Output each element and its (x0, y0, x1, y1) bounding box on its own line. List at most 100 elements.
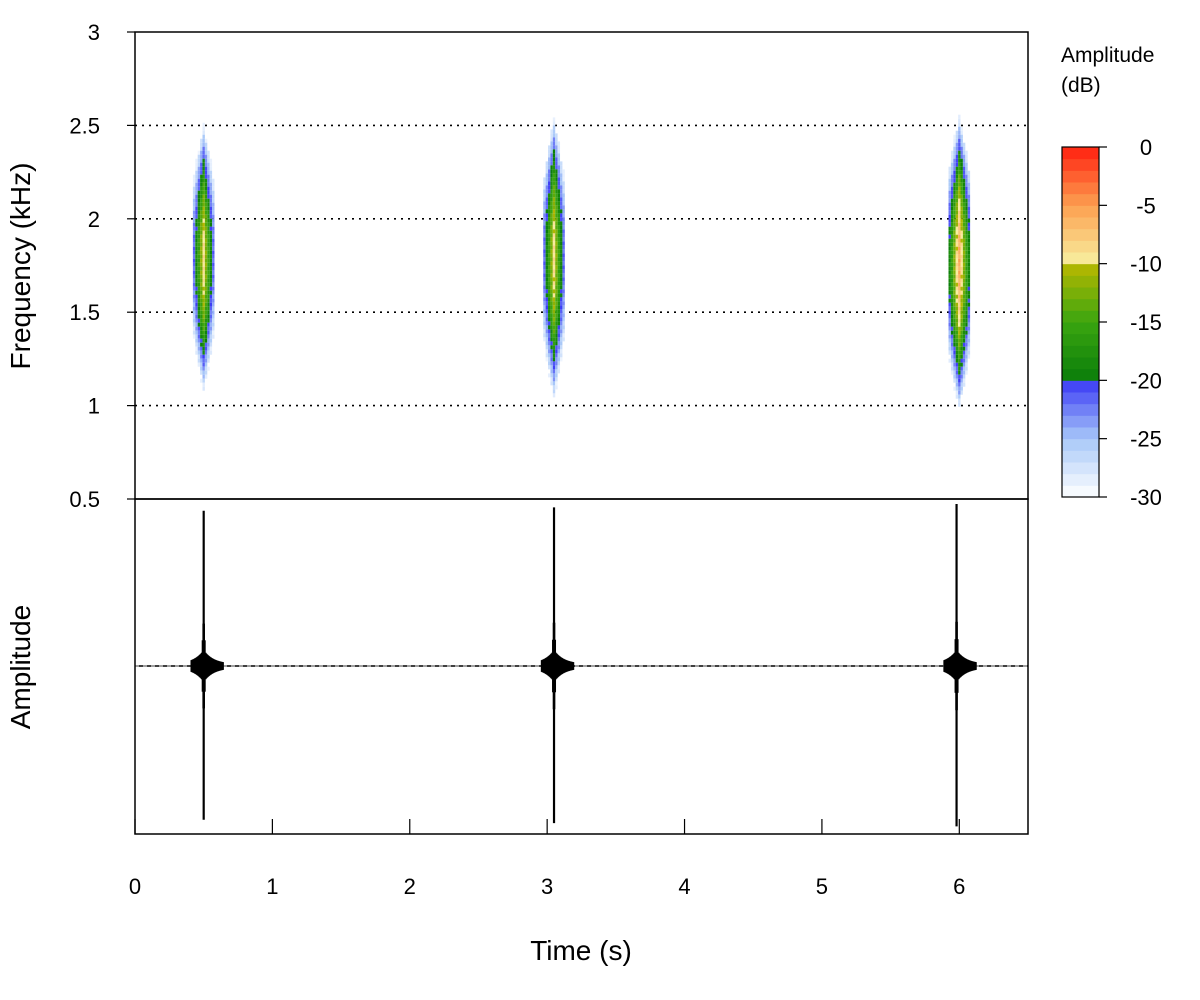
spectrogram-cell (192, 238, 196, 243)
spectrogram-cell (548, 293, 551, 298)
spectrogram-cell (200, 246, 203, 251)
spectrogram-cell (550, 193, 553, 198)
spectrogram-cell (204, 278, 208, 283)
spectrogram-cell (965, 178, 968, 183)
spectrogram-cell (202, 166, 205, 171)
spectrogram-cell (192, 294, 196, 299)
spectrogram-cell (202, 258, 205, 263)
spectrogram-cell (552, 253, 556, 258)
spectrogram-cell (550, 337, 553, 342)
spectrogram-cell (948, 294, 951, 299)
colorbar-ticks: 0-5-10-15-20-25-30 (1099, 135, 1162, 510)
spectrogram-cell (958, 146, 961, 151)
spectrogram-cell (950, 306, 954, 311)
spectrogram-cell (552, 297, 556, 302)
spectrogram-cell (202, 214, 205, 219)
time-tick-label: 5 (816, 874, 828, 899)
spectrogram-cell (955, 234, 959, 239)
spectrogram-cell (202, 122, 205, 127)
spectrogram-cell (202, 190, 205, 195)
spectrogram-cell (948, 230, 951, 235)
spectrogram-cell (552, 245, 556, 250)
spectrogram-cell (557, 197, 561, 202)
spectrogram-cell (555, 277, 558, 282)
spectrogram-cell (202, 234, 205, 239)
spectrogram-cell (209, 306, 213, 311)
spectrogram-cell (555, 173, 558, 178)
spectrogram-cell (209, 302, 213, 307)
spectrogram-cell (958, 354, 961, 359)
spectrogram-cell (955, 314, 959, 319)
spectrogram-cell (967, 346, 971, 351)
spectrogram-cell (195, 162, 198, 167)
spectrogram-cell (207, 226, 210, 231)
spectrogram-cell (555, 353, 558, 358)
spectrogram-cell (960, 182, 963, 187)
spectrogram-cell (560, 173, 563, 178)
spectrogram-cell (555, 337, 558, 342)
spectrogram-cell (548, 185, 551, 190)
colorbar-band (1062, 310, 1099, 323)
spectrogram-cell (960, 134, 963, 139)
spectrogram-cell (207, 354, 210, 359)
spectrogram-cell (960, 186, 963, 191)
spectrogram-cell (557, 325, 561, 330)
colorbar-tick-label: -20 (1130, 368, 1162, 393)
frequency-axis-label: Frequency (kHz) (5, 163, 36, 370)
spectrogram-cell (955, 362, 959, 367)
spectrogram-cell (195, 246, 198, 251)
spectrogram-cell (550, 141, 553, 146)
spectrogram-cell (948, 258, 951, 263)
spectrogram-cell (953, 310, 956, 315)
spectrogram-cell (209, 166, 213, 171)
spectrogram-cell (200, 262, 203, 267)
spectrogram-cell (204, 210, 208, 215)
spectrogram-cell (962, 290, 966, 295)
spectrogram-cell (965, 258, 968, 263)
spectrogram-cell (962, 178, 966, 183)
spectrogram-cell (965, 314, 968, 319)
frequency-tick-label: 2 (88, 207, 100, 232)
spectrogram-cell (950, 254, 954, 259)
spectrogram-cell (960, 170, 963, 175)
spectrogram-cell (965, 174, 968, 179)
spectrogram-cell (202, 386, 205, 391)
spectrogram-cell (209, 234, 213, 239)
spectrogram-cell (543, 313, 546, 318)
spectrogram-cell (960, 206, 963, 211)
spectrogram-cell (192, 330, 196, 335)
spectrogram-cell (955, 370, 959, 375)
spectrogram-cell (202, 374, 205, 379)
colorbar-tick-label: 0 (1140, 135, 1152, 160)
spectrogram-cell (953, 302, 956, 307)
spectrogram-cell (555, 149, 558, 154)
spectrogram-cell (552, 389, 556, 394)
spectrogram-cell (548, 241, 551, 246)
spectrogram-cell (550, 365, 553, 370)
spectrogram-cell (955, 150, 959, 155)
spectrogram-cell (552, 333, 556, 338)
spectrogram-cell (204, 334, 208, 339)
spectrogram-cell (953, 342, 956, 347)
spectrogram-cell (202, 134, 205, 139)
spectrogram-cell (197, 222, 201, 227)
spectrogram-cell (545, 245, 549, 250)
spectrogram-cell (207, 210, 210, 215)
spectrogram-cell (965, 262, 968, 267)
spectrogram-cell (562, 277, 565, 282)
spectrogram-cell (965, 202, 968, 207)
spectrogram-cell (965, 338, 968, 343)
spectrogram-cell (955, 162, 959, 167)
spectrogram-cell (552, 261, 556, 266)
spectrogram-cell (548, 337, 551, 342)
spectrogram-cell (557, 273, 561, 278)
spectrogram-cell (550, 129, 553, 134)
spectrogram-cell (958, 298, 961, 303)
spectrogram-cell (950, 346, 954, 351)
spectrogram-cell (550, 201, 553, 206)
spectrogram-cell (948, 262, 951, 267)
spectrogram-cell (962, 354, 966, 359)
spectrogram-cell (192, 194, 196, 199)
spectrogram-cell (543, 301, 546, 306)
spectrogram-cell (557, 157, 561, 162)
